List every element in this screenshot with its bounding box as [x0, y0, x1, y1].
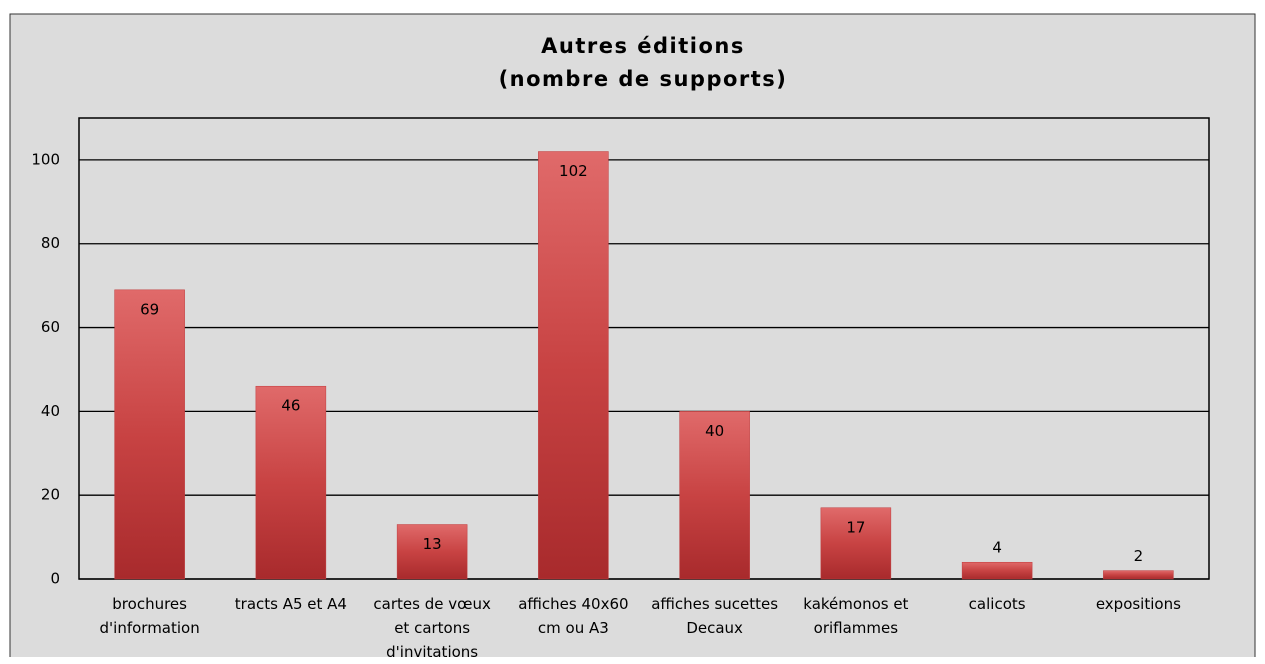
value-label: 17	[846, 518, 865, 536]
value-label: 2	[1134, 547, 1144, 565]
bar	[820, 507, 892, 580]
x-tick-label: brochures d'information	[99, 595, 200, 637]
y-tick-label: 80	[41, 234, 60, 252]
bar	[538, 151, 609, 580]
bar	[1103, 570, 1174, 580]
value-label: 102	[559, 162, 588, 180]
y-tick-label: 100	[31, 150, 60, 168]
value-label: 13	[423, 535, 442, 553]
y-tick-label: 40	[41, 402, 60, 420]
x-tick-label: calicots	[968, 595, 1026, 613]
x-tick-label: tracts A5 et A4	[234, 595, 347, 613]
y-tick-label: 20	[41, 486, 60, 504]
bar	[961, 561, 1033, 580]
value-label: 69	[140, 300, 159, 318]
x-tick-label: kakémonos et oriflammes	[803, 595, 909, 637]
x-tick-label: cartes de vœux et cartons d'invitations	[373, 595, 491, 661]
x-tick-label: expositions	[1095, 595, 1181, 613]
y-tick-label: 60	[41, 318, 60, 336]
value-label: 40	[705, 422, 724, 440]
bar	[114, 289, 185, 580]
y-tick-label: 0	[50, 570, 60, 588]
value-label: 4	[992, 539, 1002, 557]
bar	[396, 524, 468, 580]
value-label: 46	[281, 397, 300, 415]
bar	[679, 411, 750, 580]
x-tick-label: affiches sucettes Decaux	[651, 595, 779, 637]
chart-title: Autres éditions	[541, 34, 745, 58]
chart-subtitle: (nombre de supports)	[499, 67, 788, 91]
x-tick-label: affiches 40x60 cm ou A3	[518, 595, 629, 637]
chart-frame	[9, 13, 1256, 657]
bar	[255, 385, 327, 580]
